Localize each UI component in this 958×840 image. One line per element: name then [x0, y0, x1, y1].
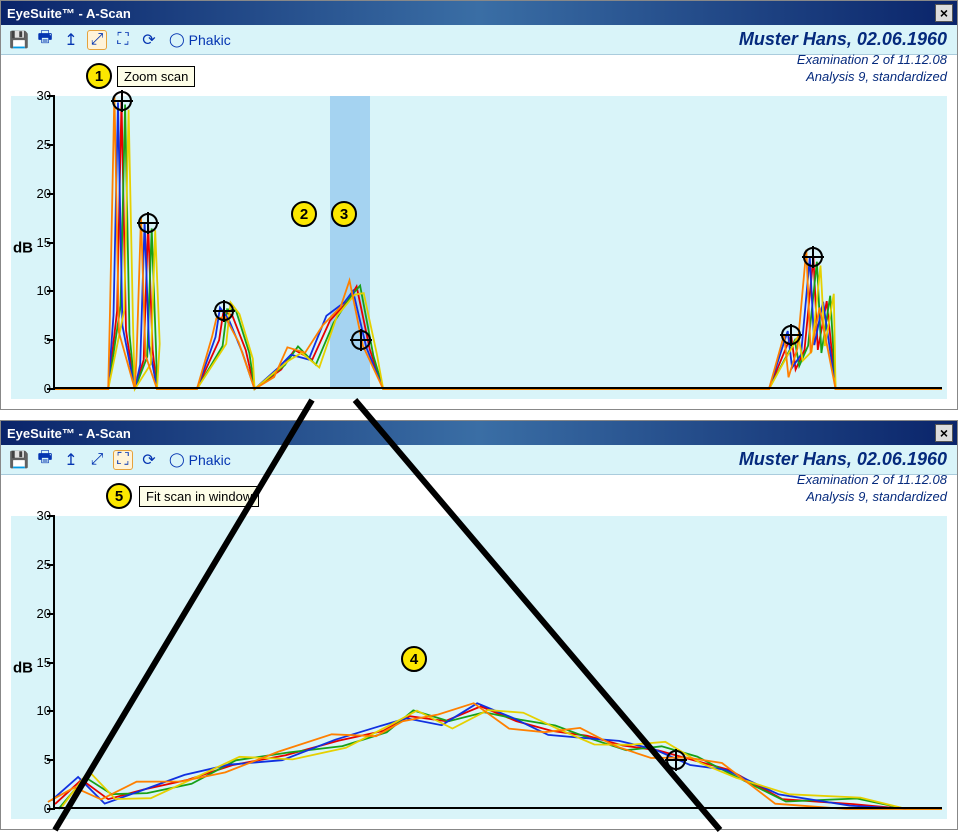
- y-tick-mark: [47, 290, 55, 292]
- titlebar-text: EyeSuite™ - A-Scan: [7, 6, 131, 21]
- callout-3: 3: [331, 201, 357, 227]
- exam-label: Examination 2 of 11.12.08: [739, 52, 947, 67]
- y-tick-mark: [47, 95, 55, 97]
- x-axis: [53, 387, 942, 389]
- phakic-label: Phakic: [189, 452, 231, 468]
- titlebar-text: EyeSuite™ - A-Scan: [7, 426, 131, 441]
- ascan-chart-bottom[interactable]: dB 4 051015202530: [11, 516, 947, 819]
- reload-icon[interactable]: ⟳: [139, 450, 159, 470]
- cursor-marker[interactable]: [666, 750, 686, 770]
- tooltip-zoom: Zoom scan: [117, 66, 195, 87]
- cursor-marker[interactable]: [138, 213, 158, 233]
- phakic-toggle[interactable]: ◯ Phakic: [169, 31, 231, 48]
- y-axis-label: dB: [13, 239, 33, 256]
- titlebar[interactable]: EyeSuite™ - A-Scan ×: [1, 1, 957, 25]
- y-tick-mark: [47, 388, 55, 390]
- cursor-marker[interactable]: [112, 91, 132, 111]
- patient-name: Muster Hans, 02.06.1960: [739, 29, 947, 50]
- close-button[interactable]: ×: [935, 424, 953, 442]
- y-tick-mark: [47, 144, 55, 146]
- cursor-marker[interactable]: [351, 330, 371, 350]
- fit-icon[interactable]: ⛶: [113, 450, 133, 470]
- y-tick-mark: [47, 759, 55, 761]
- phakic-label: Phakic: [189, 32, 231, 48]
- ascan-chart-top[interactable]: dB 2 3 051015202530: [11, 96, 947, 399]
- save-icon[interactable]: 💾: [9, 450, 29, 470]
- y-tick-mark: [47, 662, 55, 664]
- y-tick-mark: [47, 242, 55, 244]
- cursor-marker[interactable]: [781, 325, 801, 345]
- tooltip-fit: Fit scan in window: [139, 486, 259, 507]
- ascan-panel-top: EyeSuite™ - A-Scan × 💾 🖶 ↥ ⤢ ⛶ ⟳ ◯ Phaki…: [0, 0, 958, 410]
- print-icon[interactable]: 🖶: [35, 30, 55, 50]
- eye-icon: ◯: [169, 31, 185, 48]
- save-icon[interactable]: 💾: [9, 30, 29, 50]
- reload-icon[interactable]: ⟳: [139, 30, 159, 50]
- x-axis: [53, 807, 942, 809]
- cursor-marker[interactable]: [214, 301, 234, 321]
- y-tick-mark: [47, 710, 55, 712]
- exam-label: Examination 2 of 11.12.08: [739, 472, 947, 487]
- callout-2: 2: [291, 201, 317, 227]
- print-icon[interactable]: 🖶: [35, 450, 55, 470]
- patient-name: Muster Hans, 02.06.1960: [739, 449, 947, 470]
- y-tick-mark: [47, 613, 55, 615]
- ascan-panel-bottom: EyeSuite™ - A-Scan × 💾 🖶 ↥ ⤢ ⛶ ⟳ ◯ Phaki…: [0, 420, 958, 830]
- titlebar[interactable]: EyeSuite™ - A-Scan ×: [1, 421, 957, 445]
- y-tick-mark: [47, 339, 55, 341]
- waveform-bottom: [11, 516, 947, 819]
- y-tick-mark: [47, 808, 55, 810]
- analysis-label: Analysis 9, standardized: [739, 69, 947, 84]
- callout-5: 5: [106, 483, 132, 509]
- export-icon[interactable]: ↥: [61, 450, 81, 470]
- fit-icon[interactable]: ⛶: [113, 30, 133, 50]
- y-axis-label: dB: [13, 659, 33, 676]
- close-button[interactable]: ×: [935, 4, 953, 22]
- export-icon[interactable]: ↥: [61, 30, 81, 50]
- y-tick-mark: [47, 193, 55, 195]
- waveform-top: [11, 96, 947, 399]
- callout-4: 4: [401, 646, 427, 672]
- y-tick-mark: [47, 564, 55, 566]
- zoom-icon[interactable]: ⤢: [87, 30, 107, 50]
- callout-1: 1: [86, 63, 112, 89]
- phakic-toggle[interactable]: ◯ Phakic: [169, 451, 231, 468]
- cursor-marker[interactable]: [803, 247, 823, 267]
- analysis-label: Analysis 9, standardized: [739, 489, 947, 504]
- y-tick-mark: [47, 515, 55, 517]
- eye-icon: ◯: [169, 451, 185, 468]
- zoom-icon[interactable]: ⤢: [87, 450, 107, 470]
